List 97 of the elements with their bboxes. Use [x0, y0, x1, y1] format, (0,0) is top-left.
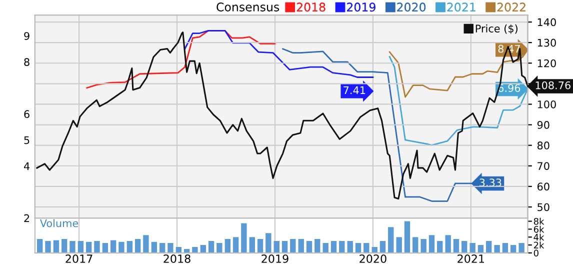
legend-title: Consensus — [216, 2, 280, 12]
y2-tick-label: 50 — [538, 203, 550, 212]
bar — [462, 241, 468, 253]
bar — [232, 237, 239, 253]
bar — [339, 241, 345, 253]
bar — [396, 237, 402, 253]
bar — [168, 243, 174, 253]
legend-label: Price ($) — [476, 24, 518, 34]
bar — [126, 241, 133, 253]
bar — [78, 241, 84, 253]
y-tick-label: 2k — [534, 242, 544, 248]
y-tick-label: 6k — [534, 226, 544, 233]
bar — [330, 241, 337, 253]
y2-tick-label: 120 — [538, 59, 556, 68]
data-label: 108.76 — [536, 81, 570, 90]
bar — [274, 241, 280, 253]
bar — [412, 237, 418, 253]
bar — [224, 239, 230, 253]
y2-tick-label: 80 — [537, 142, 550, 150]
y2-tick-label: 140 — [538, 18, 556, 26]
bar — [420, 239, 426, 253]
x-tick-label: 2017 — [66, 254, 92, 263]
bar — [404, 221, 410, 253]
bar — [134, 239, 141, 253]
bar — [347, 241, 353, 253]
legend-label: 2019 — [347, 2, 376, 12]
x-tick-label: 2019 — [262, 254, 288, 263]
bar — [445, 235, 451, 253]
bar — [372, 246, 378, 253]
y-tick-label: 5 — [24, 136, 30, 144]
y2-tick-label: 70 — [538, 162, 550, 170]
bar — [290, 239, 296, 253]
bar — [208, 241, 214, 253]
y2-tick-label: 60 — [537, 182, 550, 191]
bar — [502, 243, 508, 253]
bar — [151, 242, 158, 253]
bar — [37, 239, 43, 253]
annotation: Volume — [40, 219, 78, 228]
x-tick-label: 2018 — [164, 254, 190, 263]
bar — [176, 246, 182, 253]
x-tick-label: 2020 — [360, 254, 386, 263]
bar — [453, 239, 460, 253]
bar — [494, 244, 500, 253]
bar — [478, 244, 484, 253]
bar — [282, 241, 288, 253]
line-series — [86, 30, 276, 89]
bar — [510, 244, 516, 253]
legend-label: 2020 — [397, 2, 426, 12]
bar — [266, 233, 272, 253]
y-tick-label: 0 — [534, 250, 538, 256]
bar — [380, 241, 386, 253]
bar — [94, 241, 100, 253]
bar — [518, 243, 524, 253]
y-tick-label: 6 — [24, 110, 30, 118]
bar — [70, 241, 76, 253]
legend-label: 2022 — [497, 2, 526, 12]
x-tick-label: 2021 — [458, 254, 484, 263]
bar — [249, 237, 255, 253]
bar — [118, 242, 124, 253]
bar — [192, 246, 198, 253]
bar — [102, 243, 108, 253]
y-tick-label: 9 — [24, 32, 30, 40]
legend-label: 2021 — [447, 2, 476, 12]
bar — [216, 243, 222, 253]
bar — [388, 227, 394, 253]
bar — [364, 243, 370, 253]
bar — [298, 239, 304, 253]
y-tick-label: 8 — [24, 58, 30, 66]
y2-tick-label: 100 — [538, 100, 556, 108]
bar — [86, 242, 92, 253]
bar — [314, 239, 320, 253]
bar — [322, 243, 328, 253]
legend-label: 2018 — [296, 2, 326, 12]
bar — [159, 243, 166, 253]
y2-tick-label: 90 — [537, 121, 550, 129]
bar — [45, 241, 51, 253]
bar — [306, 241, 312, 253]
bar — [241, 223, 247, 253]
line-series — [184, 30, 374, 78]
bar — [53, 240, 60, 253]
line-series — [388, 56, 528, 146]
y2-tick-label: 130 — [538, 38, 556, 47]
y-tick-label: 8k — [534, 218, 544, 225]
bar — [257, 239, 264, 253]
bar — [486, 241, 492, 253]
y-tick-label: 2 — [24, 214, 30, 222]
bar — [470, 243, 476, 253]
bar — [428, 235, 435, 253]
y-tick-label: 4 — [24, 162, 30, 170]
bar — [110, 240, 116, 253]
y-tick-label: 4k — [534, 234, 544, 240]
bar — [61, 239, 68, 253]
annotation: 7.41 — [344, 86, 366, 94]
bar — [200, 244, 206, 253]
bar — [355, 243, 362, 253]
bar — [437, 241, 443, 253]
bar — [143, 235, 149, 253]
